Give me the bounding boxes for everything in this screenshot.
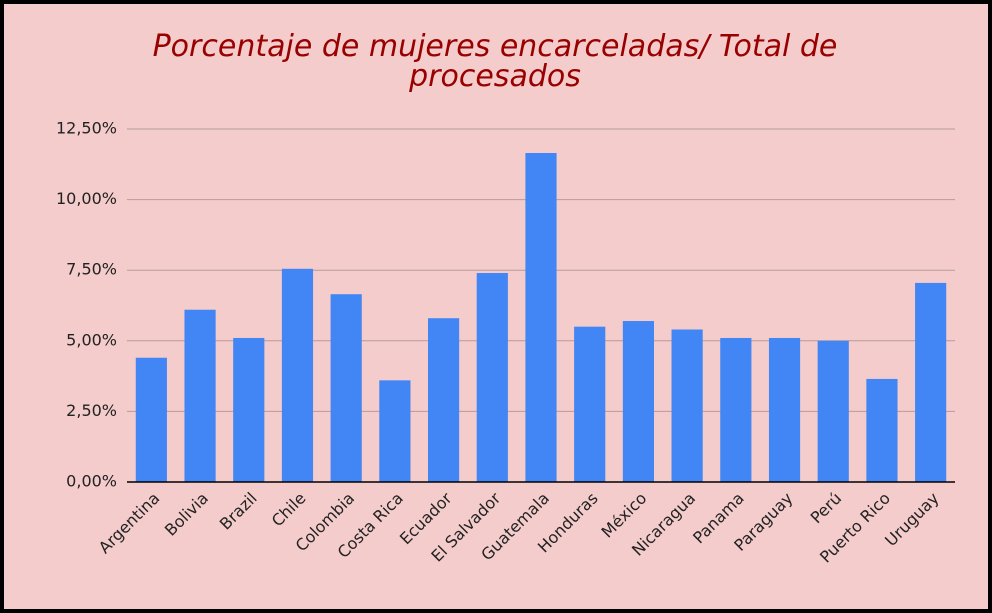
x-tick-label: Bolivia [161, 489, 212, 540]
bar [330, 294, 362, 482]
x-tick-label: Uruguay [881, 489, 943, 551]
chart-title: Porcentaje de mujeres encarceladas/ Tota… [152, 29, 838, 94]
y-tick-label: 10,00% [56, 189, 117, 208]
bar [671, 329, 703, 482]
bar [622, 321, 654, 482]
bar [817, 340, 849, 482]
bar [525, 153, 557, 482]
x-tick-label: Chile [268, 489, 310, 531]
x-tick-label: Perú [807, 489, 846, 528]
bar [135, 357, 167, 482]
y-tick-label: 0,00% [66, 472, 117, 491]
bar [379, 380, 411, 482]
bar [720, 337, 752, 482]
bar [915, 282, 947, 482]
bar [574, 326, 606, 482]
y-tick-label: 2,50% [66, 401, 117, 420]
bar [476, 273, 508, 482]
y-tick-label: 5,00% [66, 330, 117, 349]
bar [281, 268, 314, 482]
bar [866, 378, 898, 482]
x-tick-label: Argentina [95, 489, 164, 558]
bar [768, 337, 801, 482]
bar [184, 309, 216, 482]
y-tick-label: 12,50% [56, 119, 117, 138]
x-tick-label: Brazil [216, 489, 261, 534]
bar [428, 318, 460, 482]
bar [233, 337, 265, 482]
y-tick-label: 7,50% [66, 260, 117, 279]
